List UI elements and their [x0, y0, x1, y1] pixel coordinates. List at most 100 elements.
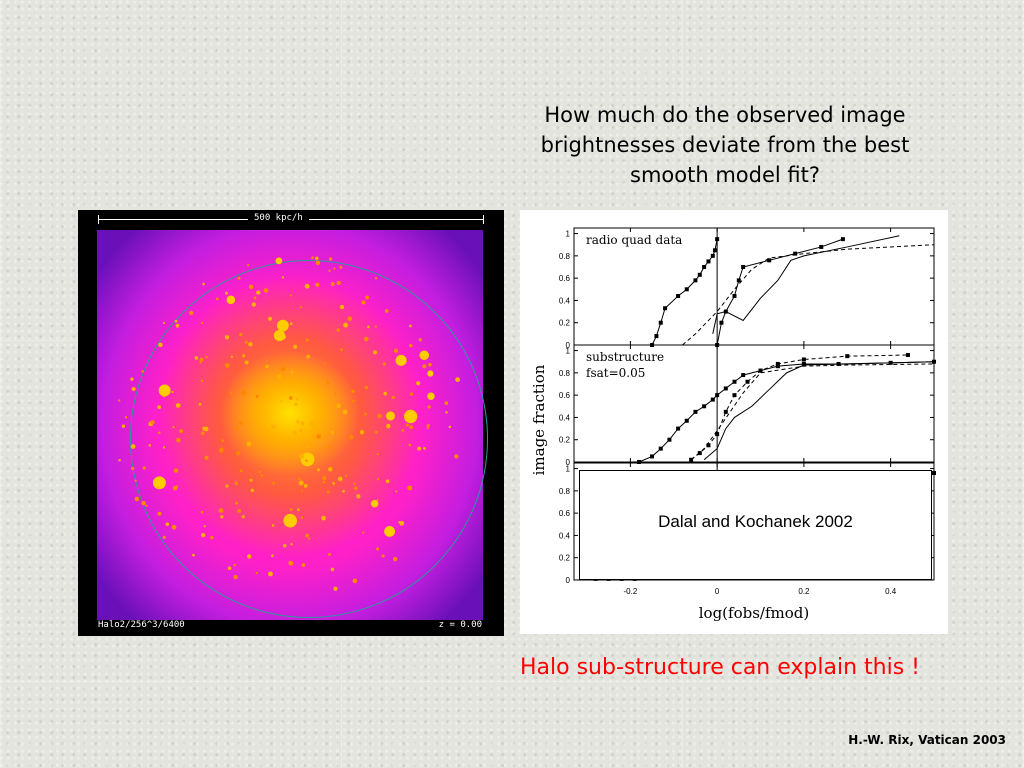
- subhalo-dot: [250, 488, 255, 493]
- data-point: [706, 259, 711, 264]
- data-point: [658, 320, 663, 325]
- subhalo-dot: [374, 325, 377, 328]
- subhalo-dot: [339, 304, 345, 310]
- subhalo-dot: [267, 316, 273, 321]
- halo-simulation-image: 500 kpc/h Halo2/256^3/6400 z = 0.00: [78, 210, 504, 636]
- y-tick-label: 0.8: [559, 252, 571, 261]
- subhalo-dot: [227, 566, 232, 571]
- subhalo-dot: [328, 269, 331, 272]
- data-point: [775, 361, 780, 366]
- subhalo-dot: [158, 384, 171, 397]
- subhalo-dot: [258, 470, 261, 474]
- panel-frame: [573, 344, 935, 463]
- x-tick-label: 0.2: [798, 587, 810, 596]
- subhalo-dot: [444, 401, 449, 405]
- subhalo-dot: [309, 420, 315, 426]
- subhalo-dot: [374, 277, 378, 280]
- subhalo-dot: [292, 430, 298, 436]
- subhalo-dot: [298, 428, 304, 433]
- subhalo-dot: [301, 490, 304, 493]
- subhalo-dot: [326, 381, 330, 385]
- data-point: [712, 248, 717, 253]
- subhalo-dot: [270, 424, 276, 430]
- subhalo-dot: [361, 300, 366, 305]
- subhalo-dot: [300, 437, 306, 442]
- subhalo-dot: [234, 426, 239, 430]
- subhalo-dot: [162, 321, 166, 325]
- slide-claim: Halo sub-structure can explain this !: [520, 655, 920, 680]
- y-tick-label: 0.2: [559, 554, 571, 563]
- panel-label: radio quad data: [586, 233, 682, 247]
- subhalo-dot: [272, 481, 275, 485]
- subhalo-dot: [323, 362, 326, 365]
- subhalo-dot: [305, 459, 308, 462]
- data-point: [715, 432, 720, 437]
- subhalo-dot: [300, 421, 305, 426]
- data-point: [741, 265, 746, 269]
- subhalo-dot: [271, 554, 274, 558]
- subhalo-dot: [239, 332, 243, 337]
- data-point: [684, 287, 689, 292]
- subhalo-dot: [205, 355, 208, 359]
- subhalo-dot: [306, 445, 310, 449]
- subhalo-dot: [455, 377, 460, 382]
- data-point: [932, 471, 936, 476]
- subhalo-dot: [251, 302, 257, 307]
- subhalo-dot: [200, 510, 204, 514]
- run-label: Halo2/256^3/6400: [98, 620, 185, 630]
- y-tick-label: 0: [566, 576, 571, 585]
- subhalo-dot: [233, 563, 236, 567]
- subhalo-dot: [277, 319, 289, 332]
- subhalo-dot: [296, 420, 300, 424]
- data-point: [736, 278, 741, 283]
- y-tick-label: 1: [566, 347, 571, 356]
- subhalo-dot: [333, 267, 336, 270]
- data-point: [905, 353, 910, 358]
- subhalo-dot: [176, 438, 181, 443]
- subhalo-dot: [248, 342, 253, 347]
- series-line: [651, 239, 718, 346]
- subhalo-dot: [376, 453, 379, 456]
- subhalo-dot: [300, 516, 303, 519]
- subhalo-dot: [156, 485, 160, 489]
- subhalo-dot: [283, 513, 298, 528]
- subhalo-dot: [175, 323, 180, 328]
- subhalo-dot: [336, 328, 340, 332]
- subhalo-dot: [289, 294, 292, 297]
- subhalo-dot: [173, 468, 179, 473]
- subhalo-dot: [381, 554, 385, 558]
- subhalo-dot: [134, 479, 137, 482]
- subhalo-dot: [395, 490, 398, 493]
- x-axis-label: log(fobs/fmod): [699, 604, 809, 622]
- subhalo-dot: [385, 411, 396, 421]
- subhalo-dot: [376, 547, 380, 551]
- subhalo-dot: [225, 484, 229, 488]
- halo-density-map: [97, 230, 488, 620]
- y-tick-label: 0.8: [559, 487, 571, 496]
- subhalo-dot: [249, 478, 253, 482]
- series-line: [690, 363, 935, 461]
- subhalo-dot: [201, 532, 206, 538]
- data-point: [741, 373, 746, 378]
- subhalo-dot: [428, 362, 432, 367]
- subhalo-dot: [311, 256, 314, 260]
- data-point: [663, 306, 668, 311]
- subhalo-dot: [268, 571, 273, 577]
- subhalo-dot: [290, 370, 294, 374]
- subhalo-dot: [281, 276, 285, 279]
- subhalo-dot: [363, 412, 367, 416]
- subhalo-dot: [426, 424, 430, 428]
- subhalo-dot: [330, 430, 335, 434]
- series-line: [712, 235, 900, 334]
- subhalo-dot: [352, 578, 358, 584]
- subhalo-dot: [145, 504, 148, 507]
- subhalo-dot: [157, 511, 162, 516]
- subhalo-dot: [315, 282, 320, 287]
- subhalo-dot: [321, 515, 326, 521]
- subhalo-dot: [336, 403, 341, 409]
- subhalo-dot: [382, 362, 386, 366]
- subhalo-dot: [342, 409, 348, 415]
- subhalo-dot: [199, 360, 202, 364]
- subhalo-dot: [248, 284, 254, 290]
- subhalo-dot: [171, 524, 177, 530]
